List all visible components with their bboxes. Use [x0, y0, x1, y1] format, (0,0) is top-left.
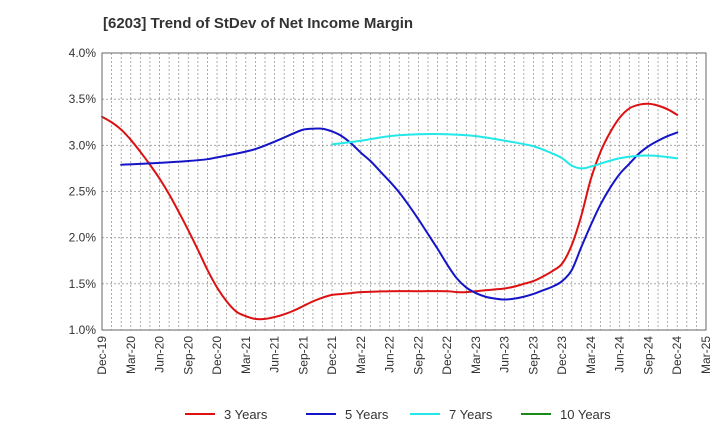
- y-tick-label: 2.5%: [69, 185, 97, 199]
- x-tick-label: Jun-22: [383, 336, 397, 373]
- legend-label-3-years: 3 Years: [224, 407, 268, 422]
- legend-label-10-years: 10 Years: [560, 407, 611, 422]
- x-tick-label: Mar-21: [239, 336, 253, 374]
- legend-label-5-years: 5 Years: [345, 407, 389, 422]
- series-lines: [101, 102, 679, 321]
- legend-label-7-years: 7 Years: [449, 407, 493, 422]
- x-tick-label: Mar-23: [469, 336, 483, 374]
- x-tick-label: Mar-25: [699, 336, 713, 374]
- y-tick-label: 3.5%: [69, 92, 97, 106]
- x-tick-label: Jun-23: [498, 336, 512, 373]
- x-tick-label: Sep-22: [411, 336, 425, 375]
- plot-border: [101, 52, 707, 331]
- y-tick-label: 4.0%: [69, 46, 97, 60]
- x-axis-ticks: Dec-19 Mar-20 Jun-20 Sep-20 Dec-20 Mar-21 Jun-…: [95, 336, 713, 375]
- x-tick-label: Sep-21: [296, 336, 310, 375]
- x-tick-label: Sep-20: [181, 336, 195, 375]
- x-tick-label: Dec-22: [440, 336, 454, 375]
- chart-title: [6203] Trend of StDev of Net Income Marg…: [103, 15, 414, 32]
- x-tick-label: Mar-20: [124, 336, 138, 374]
- x-tick-label: Jun-21: [268, 336, 282, 373]
- series-line-7-years: [331, 133, 679, 170]
- x-tick-label: Dec-24: [670, 336, 684, 375]
- x-tick-label: Dec-21: [325, 336, 339, 375]
- y-tick-label: 1.5%: [69, 277, 97, 291]
- x-tick-label: Jun-24: [613, 336, 627, 373]
- x-tick-label: Mar-22: [354, 336, 368, 374]
- y-tick-label: 2.0%: [69, 231, 97, 245]
- x-tick-label: Dec-19: [95, 336, 109, 375]
- x-tick-label: Jun-20: [153, 336, 167, 373]
- x-tick-label: Dec-20: [210, 336, 224, 375]
- y-axis-ticks: 1.0% 1.5% 2.0% 2.5% 3.0% 3.5% 4.0%: [69, 46, 97, 337]
- series-line-3-years: [101, 102, 679, 321]
- legend: 3 Years 5 Years 7 Years 10 Years: [185, 407, 611, 422]
- x-tick-label: Dec-23: [555, 336, 569, 375]
- x-tick-label: Sep-23: [526, 336, 540, 375]
- series-line-5-years: [120, 127, 679, 301]
- x-tick-label: Sep-24: [641, 336, 655, 375]
- y-tick-label: 1.0%: [69, 323, 97, 337]
- grid: [101, 52, 707, 331]
- y-tick-label: 3.0%: [69, 138, 97, 152]
- x-tick-label: Mar-24: [584, 336, 598, 374]
